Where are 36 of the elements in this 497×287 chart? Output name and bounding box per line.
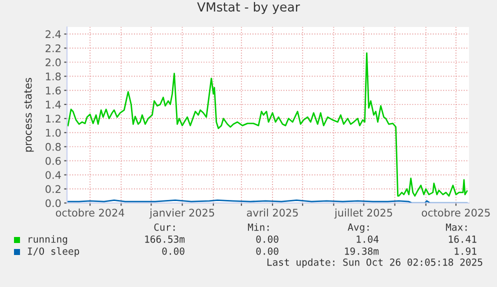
- x-tick-label: juillet 2025: [334, 208, 392, 219]
- x-tick-label: octobre 2024: [56, 208, 124, 217]
- x-tick-label: avril 2025: [246, 208, 298, 217]
- y-tick-label: 1.4: [46, 100, 61, 108]
- text: Max:: [446, 224, 467, 231]
- line-series: [67, 52, 468, 197]
- legend-label: running: [28, 235, 68, 245]
- x-tick-label: janvier 2025: [149, 208, 214, 219]
- chart-title: VMstat - by year: [197, 2, 300, 14]
- y-tick-label: 2.2: [46, 44, 60, 52]
- y-tick-label: 0.8: [46, 142, 61, 151]
- y-tick-label: 0.6: [46, 156, 61, 165]
- y-tick-label: 1.2: [46, 114, 60, 122]
- text: Avg:: [348, 224, 369, 233]
- y-tick-label: 1.8: [46, 72, 61, 80]
- text: 19.38m: [345, 247, 379, 255]
- y-tick-label: 0.4: [46, 171, 61, 179]
- text: 0.00: [256, 235, 278, 243]
- x-tick-label: octobre 2025: [422, 208, 490, 217]
- text: 166.53m: [145, 235, 185, 243]
- legend-label: I/O sleep: [28, 247, 80, 257]
- y-tick-label: 2.4: [46, 30, 61, 38]
- y-tick-label: 2.0: [46, 58, 61, 66]
- y-tick-label: 1.0: [46, 128, 61, 137]
- text: Last update: Sun Oct 26 02:05:18 2025: [267, 258, 482, 268]
- text: 1.04: [356, 235, 379, 243]
- text: 16.41: [448, 235, 476, 243]
- y-tick-label: 1.6: [46, 86, 61, 94]
- text: 0.00: [162, 247, 184, 255]
- y-tick-label: 0.2: [46, 185, 60, 194]
- y-axis-title: process states: [24, 78, 34, 152]
- text: Cur:: [154, 223, 175, 231]
- text: 0.00: [256, 247, 278, 255]
- text: 1.91: [454, 247, 476, 255]
- text: Min:: [248, 223, 269, 231]
- y-tick-label: 0.0: [46, 199, 61, 208]
